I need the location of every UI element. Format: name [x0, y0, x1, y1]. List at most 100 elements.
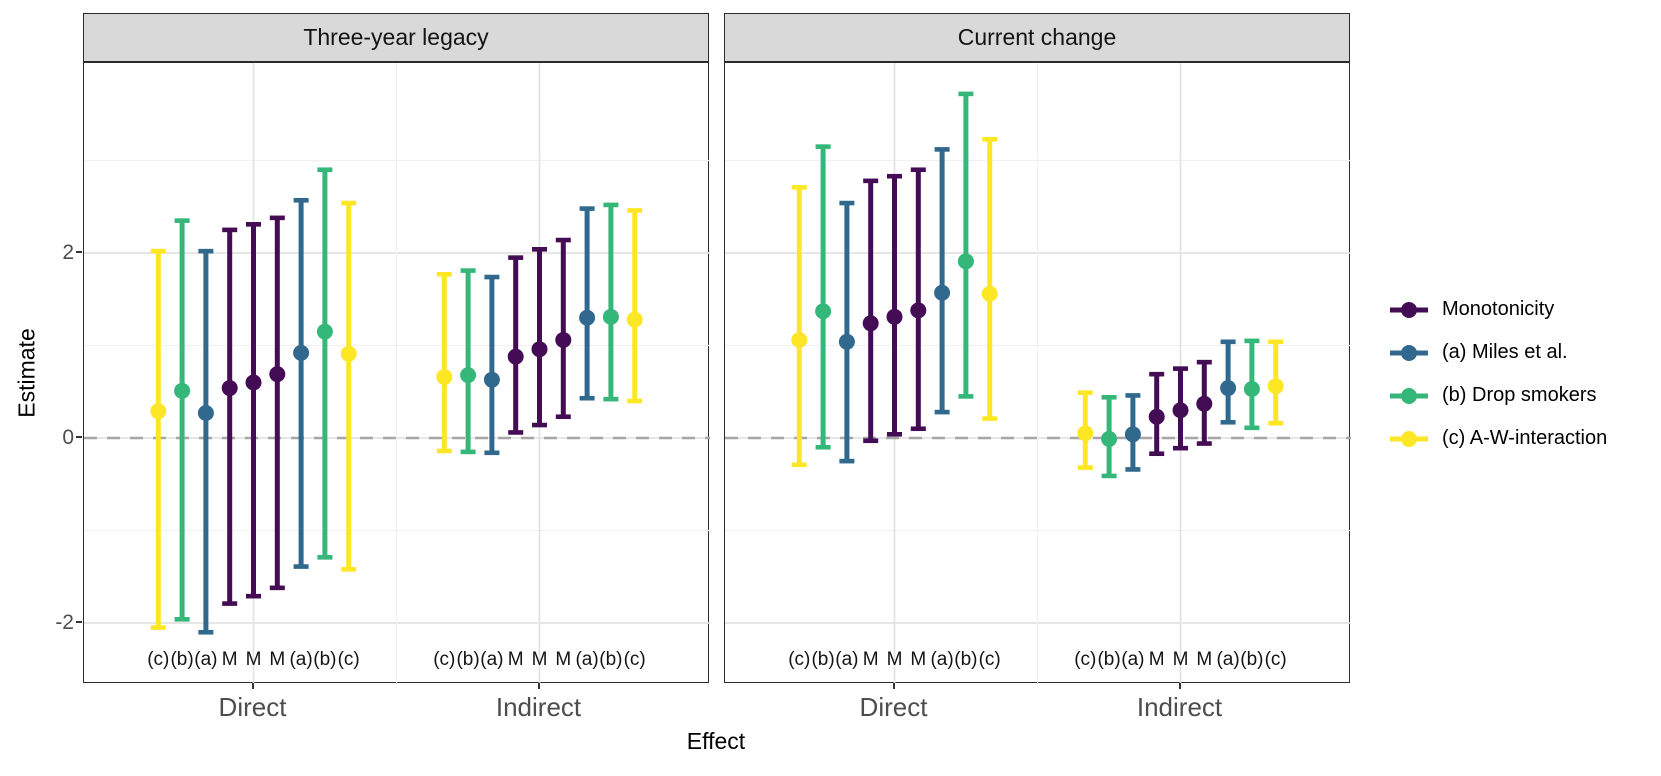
pointrange-sub-label: M	[910, 649, 926, 670]
pointrange-a	[838, 200, 855, 464]
pointrange-sub-label: (b)	[170, 649, 193, 670]
pointrange-sub-label: (c)	[1265, 649, 1287, 670]
pointrange-M	[245, 222, 262, 599]
pointrange-b	[174, 218, 191, 622]
pointrange-c	[340, 200, 357, 572]
legend-key-pointrange-icon	[1390, 344, 1428, 361]
pointrange-sub-label: (c)	[788, 649, 810, 670]
pointrange-sub-label: (a)	[1121, 649, 1144, 670]
pointrange-M	[1148, 371, 1165, 457]
pointrange-b	[957, 91, 974, 399]
pointrange-M	[862, 178, 879, 444]
facet-strip-three-year-legacy: Three-year legacy	[83, 13, 709, 62]
pointrange-sub-label: M	[887, 649, 903, 670]
y-tick-label: 0	[62, 425, 74, 449]
pointrange-sub-label: (a)	[835, 649, 858, 670]
pointrange-a	[579, 206, 596, 401]
x-tick-label-direct: Direct	[218, 692, 287, 722]
pointrange-a	[197, 248, 214, 635]
pointrange-a	[1124, 393, 1141, 472]
legend-item-b-drop-smokers: (b) Drop smokers	[1388, 374, 1607, 417]
pointrange-M	[269, 215, 286, 591]
pointrange-b	[1101, 394, 1118, 479]
pointrange-sub-label: (b)	[811, 649, 834, 670]
pointrange-b	[602, 202, 619, 402]
legend: Monotonicity (a) Miles et al. (b) Drop smo…	[1388, 288, 1607, 460]
y-tick-mark	[76, 621, 82, 623]
y-tick-mark	[76, 436, 82, 438]
legend-label: (b) Drop smokers	[1442, 384, 1597, 406]
x-tick-label-indirect: Indirect	[495, 692, 582, 722]
pointrange-c	[436, 271, 453, 454]
legend-label: (a) Miles et al.	[1442, 341, 1568, 363]
pointrange-sub-label: (c)	[979, 649, 1001, 670]
pointrange-M	[531, 247, 548, 428]
pointrange-sub-label: M	[863, 649, 879, 670]
pointrange-sub-label: (b)	[313, 649, 336, 670]
pointrange-c	[626, 208, 643, 404]
pointrange-M	[886, 173, 903, 437]
pointrange-c	[981, 136, 998, 421]
panel-plot-area: (c) (b) (a) M M M (a) (b) (c) (c) (b) (a) M M M (a) (b)(…	[84, 63, 710, 684]
x-tick-mark	[537, 683, 540, 689]
pointrange-sub-label: (b)	[599, 649, 622, 670]
pointrange-M	[1172, 366, 1189, 451]
pointrange-M	[555, 237, 572, 420]
pointrange-a	[934, 147, 951, 415]
pointrange-b	[1243, 338, 1260, 431]
pointrange-sub-label: (c)	[338, 649, 360, 670]
pointrange-sub-label: M	[1196, 649, 1212, 670]
pointrange-sub-label: M	[532, 649, 548, 670]
panel-three-year-legacy: (c) (b) (a) M M M (a) (b) (c) (c) (b) (a) M M M (a) (b)(…	[83, 62, 710, 684]
y-axis-title: Estimate	[13, 328, 40, 418]
pointrange-M	[507, 255, 524, 435]
x-tick-label-indirect: Indirect	[1136, 692, 1223, 722]
pointrange-a	[1220, 339, 1237, 425]
pointrange-sub-label: (a)	[480, 649, 503, 670]
pointrange-c	[1077, 390, 1094, 470]
pointrange-sub-label: (a)	[194, 649, 217, 670]
legend-item-monotonicity: Monotonicity	[1388, 288, 1607, 331]
pointrange-sub-label: (a)	[930, 649, 953, 670]
legend-item-a-miles-et-al: (a) Miles et al.	[1388, 331, 1607, 374]
pointrange-sub-label: M	[1149, 649, 1165, 670]
pointrange-b	[815, 144, 832, 450]
pointrange-c	[791, 185, 808, 468]
legend-key-pointrange-icon	[1390, 430, 1428, 447]
pointrange-a	[483, 274, 500, 456]
pointrange-sub-label: M	[269, 649, 285, 670]
pointrange-sub-label: (c)	[1074, 649, 1096, 670]
pointrange-b	[460, 268, 477, 455]
legend-key-pointrange-icon	[1390, 387, 1428, 404]
facet-strip-current-change: Current change	[724, 13, 1350, 62]
y-tick-label: -2	[55, 610, 74, 634]
pointrange-sub-label: (b)	[954, 649, 977, 670]
pointrange-sub-label: M	[222, 649, 238, 670]
pointrange-sub-label: (b)	[1097, 649, 1120, 670]
pointrange-sub-label: M	[1173, 649, 1189, 670]
legend-item-c-a-w-interaction: (c) A-W-interaction	[1388, 417, 1607, 460]
y-tick-label: 2	[62, 240, 74, 264]
x-tick-mark	[251, 683, 254, 689]
pointrange-c	[150, 248, 167, 630]
pointrange-sub-label: (c)	[433, 649, 455, 670]
pointrange-c	[1267, 339, 1284, 426]
x-tick-label-direct: Direct	[859, 692, 928, 722]
pointrange-sub-label: M	[555, 649, 571, 670]
y-tick-mark	[76, 251, 82, 253]
pointrange-sub-label: M	[246, 649, 262, 670]
pointrange-M	[910, 167, 927, 432]
pointrange-sub-label: (a)	[1216, 649, 1239, 670]
pointrange-M	[1196, 359, 1213, 446]
panel-current-change: (c) (b) (a) M M M (a) (b) (c) (c) (b) (a) M M M (a) (b)(…	[724, 62, 1351, 684]
x-tick-mark	[1178, 683, 1181, 689]
pointrange-a	[293, 197, 310, 569]
pointrange-b	[316, 167, 333, 560]
pointrange-sub-label: (b)	[456, 649, 479, 670]
pointrange-M	[221, 227, 238, 606]
legend-key-pointrange-icon	[1390, 301, 1428, 318]
pointrange-sub-label: (a)	[289, 649, 312, 670]
x-tick-mark	[892, 683, 895, 689]
legend-label: (c) A-W-interaction	[1442, 427, 1608, 449]
